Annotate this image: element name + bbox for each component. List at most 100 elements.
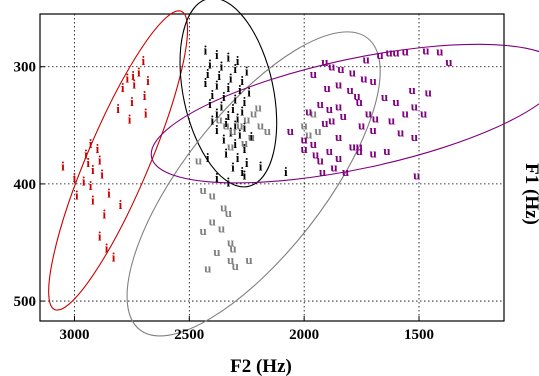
series-1-point: i: [259, 158, 263, 173]
series-3-point: u: [356, 94, 363, 109]
series-0-point: i: [143, 88, 147, 103]
series-0-point: i: [132, 76, 136, 91]
series-1-point: i: [233, 117, 237, 132]
series-1-point: i: [247, 85, 251, 100]
series-3-point: u: [422, 42, 429, 57]
series-0-point: i: [137, 65, 141, 80]
series-3-point: u: [337, 61, 344, 76]
y-axis-title: F1 (Hz): [521, 163, 539, 225]
series-1-point: i: [215, 77, 219, 92]
ellipses: [48, 0, 539, 337]
series-0-point: i: [89, 178, 93, 193]
series-1-point: i: [284, 164, 288, 179]
series-3-point: u: [328, 113, 335, 128]
series-1-point: i: [210, 113, 214, 128]
series-2-point: u: [229, 240, 236, 255]
series-3-point: u: [356, 138, 363, 153]
series-0-point: i: [125, 70, 129, 85]
series-1-point: i: [227, 108, 231, 123]
series-2-point: u: [248, 129, 255, 144]
series-1-point: i: [240, 103, 244, 118]
series-1-point: i: [229, 124, 233, 139]
series-3-point: u: [342, 164, 349, 179]
series-0-point: i: [73, 170, 77, 185]
series-1-point: i: [233, 92, 237, 107]
series-3-point: u: [402, 43, 409, 58]
series-0-point: i: [128, 111, 132, 126]
series-1-point: i: [231, 160, 235, 175]
series-3-point: u: [346, 82, 353, 97]
series-0-point: i: [82, 174, 86, 189]
series-3-point: u: [326, 143, 333, 158]
series-0-ellipse: [48, 10, 189, 311]
series-1-point: i: [243, 168, 247, 183]
series-1-point: i: [238, 127, 242, 142]
series-1-point: i: [238, 82, 242, 97]
series-1-point: i: [233, 61, 237, 76]
series-3-point: u: [312, 147, 319, 162]
series-0-point: i: [89, 136, 93, 151]
series-2-point: u: [227, 252, 234, 267]
series-3-point: u: [335, 99, 342, 114]
series-2-point: u: [250, 106, 257, 121]
series-0-point: i: [112, 250, 116, 265]
series-3-point: u: [360, 70, 367, 85]
series-3-point: u: [376, 47, 383, 62]
series-3-point: u: [317, 96, 324, 111]
series-3-point: u: [287, 123, 294, 138]
series-2-point: u: [213, 244, 220, 259]
ticks: 3000 2500 2000 1500 300 400 500: [14, 60, 435, 343]
series-0-point: i: [131, 68, 135, 83]
series-1-point: i: [210, 87, 214, 102]
series-3-point: u: [372, 110, 379, 125]
series-3-point: u: [353, 88, 360, 103]
series-2-point: u: [255, 100, 262, 115]
series-3-point: u: [436, 43, 443, 58]
series-1-point: i: [208, 56, 212, 71]
series-1-point: i: [220, 99, 224, 114]
series-2-point: u: [216, 111, 223, 126]
x-tick-label: 3000: [59, 327, 89, 343]
y-tick-label: 500: [14, 294, 37, 310]
series-3-point: u: [392, 45, 399, 60]
series-0-point: i: [98, 229, 102, 244]
series-3-point: u: [317, 152, 324, 167]
series-2-point: u: [305, 127, 312, 142]
series-0-point: i: [105, 240, 109, 255]
series-1-point: i: [220, 59, 224, 74]
series-3-point: u: [310, 66, 317, 81]
series-0-point: i: [61, 158, 65, 173]
series-3-point: u: [321, 115, 328, 130]
series-3-point: u: [363, 52, 370, 67]
series-2-point: u: [229, 123, 236, 138]
series-3-point: u: [335, 129, 342, 144]
series-3-point: u: [386, 45, 393, 60]
series-2-point: u: [227, 234, 234, 249]
series-0-point: i: [107, 185, 111, 200]
series-3-point: u: [445, 54, 452, 69]
series-3-point: u: [369, 122, 376, 137]
series-3-point: u: [402, 106, 409, 121]
series-2-point: u: [220, 199, 227, 214]
series-2-point: u: [204, 260, 211, 275]
series-2-ellipse: [126, 31, 381, 337]
series-0-point: i: [86, 155, 90, 170]
series-2-point: u: [195, 152, 202, 167]
series-1-point: i: [229, 70, 233, 85]
series-3-point: u: [326, 101, 333, 116]
series-0-point: i: [119, 197, 123, 212]
series-1-point: i: [215, 106, 219, 121]
series-1-point: i: [243, 120, 247, 135]
series-0-point: i: [103, 206, 107, 221]
series-1-point: i: [208, 96, 212, 111]
series-0-point: i: [96, 141, 100, 156]
series-1-point: i: [245, 155, 249, 170]
series-2-point: u: [310, 106, 317, 121]
series-3-point: u: [356, 143, 363, 158]
series-2-point: u: [225, 205, 232, 220]
series-2-point: u: [264, 123, 271, 138]
series-2-point: u: [245, 252, 252, 267]
series-1-point: i: [233, 136, 237, 151]
series-1-point: i: [231, 101, 235, 116]
